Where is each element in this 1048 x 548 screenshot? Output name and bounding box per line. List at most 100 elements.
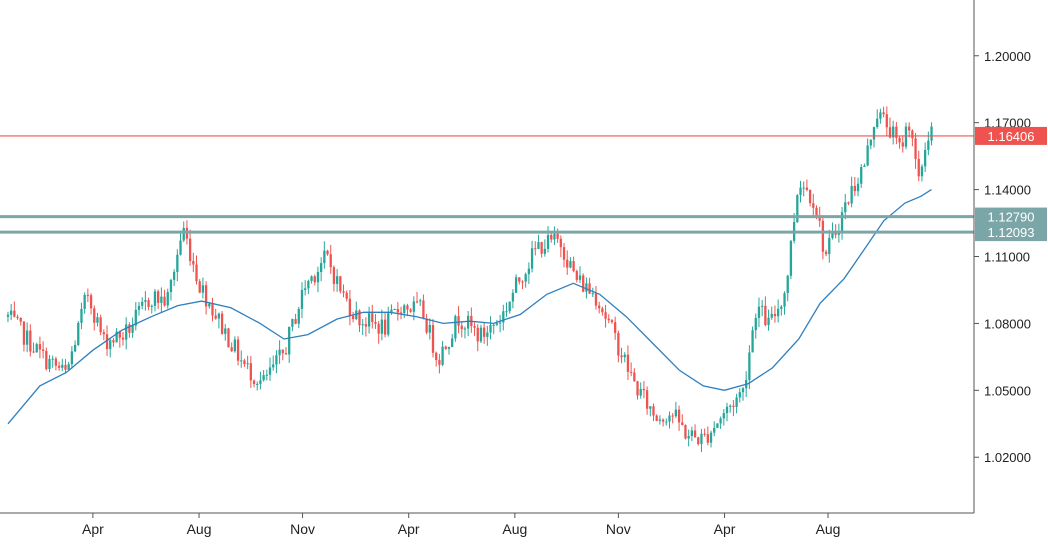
candlestick [467, 311, 470, 337]
horizontal-lines-layer[interactable] [0, 135, 974, 234]
candle-body [204, 285, 208, 307]
candlestick [690, 426, 694, 442]
moving-average-layer [7, 189, 932, 425]
candle-body [498, 322, 502, 324]
candle-body [642, 388, 646, 391]
candle-body [153, 291, 157, 306]
candle-body [265, 374, 268, 376]
candle-body [828, 237, 831, 255]
candle-body [780, 306, 783, 309]
candlestick [163, 289, 166, 307]
candle-body [872, 127, 876, 140]
candle-body [582, 275, 585, 292]
candle-body [240, 360, 243, 362]
candlestick [441, 340, 444, 367]
candle-body [805, 187, 809, 190]
candlestick [866, 138, 869, 167]
candlestick [22, 320, 26, 352]
candle-body [157, 291, 160, 303]
candle-body [252, 380, 256, 385]
candle-body [767, 317, 770, 326]
candlestick [633, 368, 636, 382]
candlestick [562, 243, 566, 268]
candle-body [572, 261, 575, 272]
candlestick [256, 381, 259, 391]
candlestick [339, 275, 342, 294]
candle-body [658, 419, 662, 421]
candlestick [393, 308, 396, 311]
candlestick [447, 346, 451, 355]
candle-body [818, 215, 821, 221]
candle-body [677, 409, 681, 423]
candle-body [578, 275, 582, 280]
candle-body [700, 433, 703, 445]
candlestick [610, 319, 614, 324]
candlestick [13, 301, 16, 318]
candlestick [35, 342, 38, 353]
candlestick [227, 327, 230, 348]
candle-body [761, 305, 764, 307]
candlestick [684, 424, 687, 440]
candlestick [310, 275, 313, 284]
candlestick [508, 301, 511, 314]
candlestick [93, 305, 96, 331]
candlestick [275, 350, 278, 374]
candle-body [550, 235, 553, 240]
candlestick [770, 306, 773, 320]
candle-body [57, 365, 61, 368]
candle-body [575, 271, 578, 280]
candlestick [713, 421, 716, 437]
candlestick [390, 304, 393, 315]
candle-body [16, 316, 19, 318]
candle-body [67, 364, 70, 370]
price-label-text: 1.16406 [988, 129, 1035, 144]
candle-body [259, 380, 262, 384]
candlestick [687, 429, 690, 447]
x-tick-label: Aug [502, 521, 527, 537]
candlestick [57, 361, 61, 371]
candle-body [908, 126, 911, 131]
candle-body [655, 415, 658, 421]
candle-body [278, 349, 281, 356]
candlestick [780, 304, 783, 316]
candle-body [6, 314, 10, 317]
candlestick [645, 386, 649, 415]
candle-body [911, 130, 914, 139]
candlestick [476, 324, 479, 352]
candlestick [364, 317, 368, 337]
candlestick [211, 297, 214, 322]
candle-body [930, 126, 933, 141]
candlestick [288, 326, 291, 363]
candle-body [534, 248, 537, 250]
candlestick [566, 250, 569, 275]
candle-body [923, 149, 927, 167]
candlestick [431, 318, 435, 358]
candlestick [808, 189, 812, 207]
candlestick [316, 266, 320, 293]
candlestick [601, 306, 604, 316]
candlestick [674, 401, 678, 419]
candlestick [917, 150, 920, 182]
candle-body [537, 242, 540, 249]
candlestick [802, 181, 805, 197]
candle-body [383, 319, 387, 335]
candlestick [604, 304, 607, 328]
candle-body [105, 334, 109, 350]
candle-body [860, 166, 863, 184]
candlestick [799, 180, 802, 203]
candle-body [636, 381, 639, 396]
candle-body [438, 360, 441, 365]
candle-body [789, 240, 793, 276]
candle-body [13, 310, 16, 317]
candlestick [438, 353, 441, 374]
candle-body [885, 114, 888, 128]
candlestick [224, 324, 227, 341]
candle-body [19, 317, 22, 322]
candlestick [259, 371, 262, 390]
candle-body [415, 301, 419, 303]
candlestick [99, 314, 102, 336]
candlestick [348, 289, 352, 326]
candle-body [268, 367, 272, 375]
